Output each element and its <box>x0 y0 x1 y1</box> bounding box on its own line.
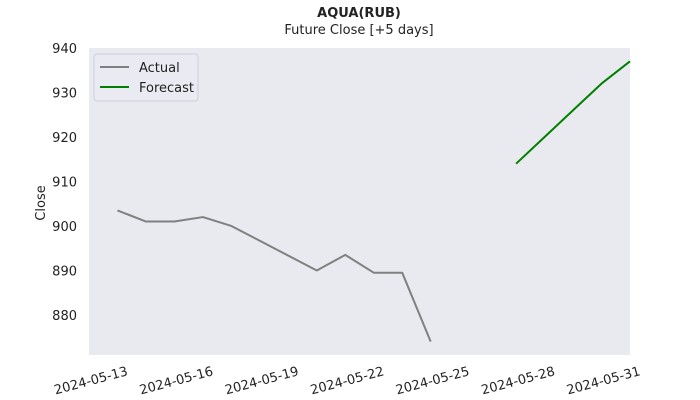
x-tick-label: 2024-05-31 <box>565 364 642 398</box>
x-tick-label: 2024-05-25 <box>394 364 471 398</box>
x-tick-label: 2024-05-13 <box>53 364 130 398</box>
y-axis-ticks: 880 890 900 910 920 930 940 <box>52 42 77 324</box>
y-tick-label: 940 <box>52 42 77 57</box>
x-tick-label: 2024-05-16 <box>138 364 215 398</box>
y-tick-label: 890 <box>52 264 77 279</box>
series-line-actual <box>117 209 432 343</box>
chart-subtitle: Future Close [+5 days] <box>284 23 433 38</box>
x-tick-label: 2024-05-28 <box>480 364 557 398</box>
chart-title: AQUA(RUB) <box>317 6 401 21</box>
y-tick-label: 920 <box>52 131 77 146</box>
y-tick-label: 880 <box>52 309 77 324</box>
legend-box <box>93 53 199 102</box>
x-tick-label: 2024-05-22 <box>309 364 386 398</box>
y-tick-label: 910 <box>52 175 77 190</box>
x-axis-ticks: 2024-05-13 2024-05-16 2024-05-19 2024-05-22… <box>53 364 642 398</box>
series-layer <box>117 60 631 343</box>
series-line-forecast <box>515 60 631 165</box>
legend: Actual Forecast <box>93 53 199 102</box>
legend-label-forecast: Forecast <box>139 81 194 96</box>
y-tick-label: 930 <box>52 86 77 101</box>
x-tick-label: 2024-05-19 <box>223 364 300 398</box>
y-tick-label: 900 <box>52 220 77 235</box>
legend-label-actual: Actual <box>139 61 180 76</box>
y-axis-label: Close <box>34 185 49 220</box>
